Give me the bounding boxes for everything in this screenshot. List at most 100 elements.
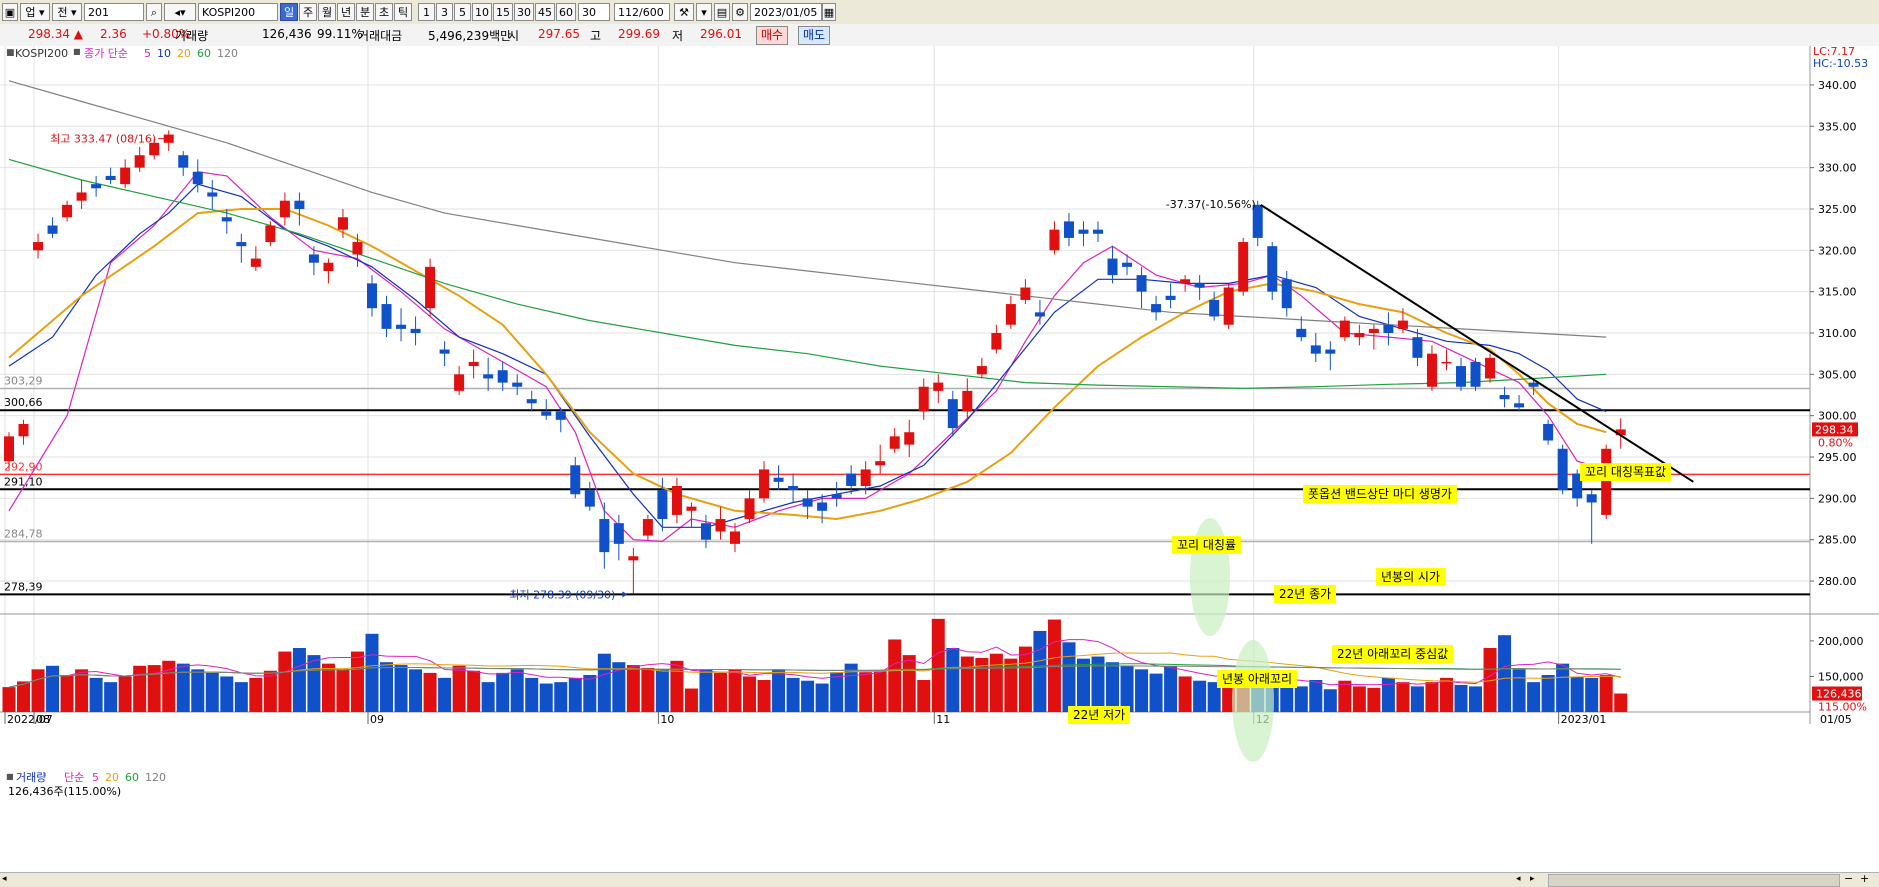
volume-bar — [670, 660, 684, 712]
volume-bar — [801, 680, 815, 712]
scroll-left-icon-2[interactable]: ◂ — [1516, 874, 1521, 884]
y-tick-label: 285.00 — [1818, 534, 1857, 547]
speaker-icon[interactable]: ◂▾ — [164, 3, 196, 21]
horizontal-scrollbar[interactable]: ◂ ◂ ▸ − + — [0, 872, 1879, 887]
interval-input[interactable]: 30 — [578, 3, 610, 21]
volume-bar — [510, 669, 524, 712]
level-label: 300,66 — [4, 396, 43, 409]
calendar-icon[interactable]: ▦ — [822, 3, 836, 21]
candle-body — [91, 184, 102, 189]
candle-body — [628, 556, 639, 561]
candle-body — [1238, 242, 1249, 292]
candle-body — [584, 490, 595, 507]
price-tag-pct: 0.80% — [1818, 436, 1853, 449]
index-name-field[interactable]: KOSPI200 — [198, 3, 278, 21]
volume-bar — [1381, 677, 1395, 712]
volume-bar — [321, 663, 335, 712]
tools-icon[interactable]: ⚒ — [674, 3, 694, 21]
price-chart[interactable]: 303,29 300,66 292,90 291,10 284,78 278,39 280… — [0, 46, 1879, 872]
date-input[interactable]: 2023/01/05 — [750, 3, 822, 21]
minute-3-button[interactable]: 3 — [436, 3, 453, 21]
candle-body — [1136, 275, 1147, 292]
candle-body — [352, 242, 363, 255]
candle-body — [671, 485, 682, 515]
window-menu-icon[interactable]: ▣ — [2, 3, 18, 21]
volume-bar — [641, 667, 655, 712]
arrow-down-icon[interactable]: ▾ — [696, 3, 712, 21]
count-value: 112/600 — [618, 6, 664, 19]
volume-bar — [1410, 686, 1424, 712]
chart-annotation: 꼬리 대칭목표값 — [1580, 463, 1672, 481]
period-tick-label: 틱 — [397, 6, 409, 19]
candle-body — [700, 523, 711, 540]
high-note: 최고 333.47 (08/16) — [50, 133, 156, 146]
amount-label: 거래대금 — [358, 29, 403, 43]
x-tick-label: 09 — [370, 713, 384, 726]
candle-body — [18, 423, 29, 437]
candle-body — [323, 262, 334, 271]
zoom-in-icon[interactable]: + — [1860, 872, 1870, 885]
volume-bar — [133, 665, 147, 712]
volume-bar — [1033, 630, 1047, 712]
volume-bar — [655, 669, 669, 712]
scroll-right-icon[interactable]: ▸ — [1530, 874, 1535, 884]
y-tick-label: 340.00 — [1818, 79, 1857, 92]
candle-body — [207, 192, 218, 197]
market-scope-select[interactable]: 전 ▾ — [52, 3, 82, 21]
minute-15-button[interactable]: 15 — [493, 3, 513, 21]
market-type-label: 업 — [25, 6, 36, 19]
gear-icon[interactable]: ⚙ — [732, 3, 748, 21]
candle-body — [120, 167, 131, 185]
scroll-left-icon[interactable]: ◂ — [2, 874, 7, 884]
y-tick-label: 295.00 — [1818, 451, 1857, 464]
minute-60-button[interactable]: 60 — [556, 3, 576, 21]
period-second-tab[interactable]: 초 — [375, 3, 393, 21]
code-input[interactable]: 201 — [84, 3, 144, 21]
volume-bar — [1352, 686, 1366, 712]
candle-body — [425, 266, 436, 309]
legend-ma20: 20 — [177, 47, 191, 60]
count-field[interactable]: 112/600 — [614, 3, 670, 21]
period-week-tab[interactable]: 주 — [299, 3, 317, 21]
y-tick-label: 290.00 — [1818, 492, 1857, 505]
minute-5-button[interactable]: 5 — [454, 3, 471, 21]
period-day-tab[interactable]: 일 — [280, 3, 298, 21]
search-icon[interactable]: ⌕ — [146, 3, 162, 21]
market-type-select[interactable]: 업 ▾ — [20, 3, 50, 21]
candle-body — [1165, 295, 1176, 300]
volume-bar — [1018, 646, 1032, 712]
vol-legend-ma-prefix: 단순 — [64, 771, 84, 784]
volume-bar — [960, 656, 974, 712]
quote-bar: 298.34 ▲ 2.36 +0.80% 거래량 126,436 99.11% … — [0, 24, 1879, 47]
period-minute-tab[interactable]: 분 — [356, 3, 374, 21]
minute-1-button[interactable]: 1 — [418, 3, 435, 21]
volume-bar — [481, 682, 495, 712]
minute-45-button[interactable]: 45 — [535, 3, 555, 21]
sell-button[interactable]: 매도 — [798, 26, 831, 45]
volume-bar — [1164, 666, 1178, 712]
save-icon[interactable]: ▤ — [714, 3, 730, 21]
volume-bar — [263, 670, 277, 712]
zoom-out-icon[interactable]: − — [1844, 872, 1854, 885]
y-tick-label: 310.00 — [1818, 327, 1857, 340]
buy-button[interactable]: 매수 — [756, 26, 789, 45]
period-year-tab[interactable]: 년 — [337, 3, 355, 21]
volume-bar — [1294, 686, 1308, 712]
candle-body — [1049, 229, 1060, 251]
ma5-line — [8, 171, 1607, 543]
candle-body — [1557, 448, 1568, 491]
volume-bar — [1599, 675, 1613, 712]
low-note: 최저 278.39 (09/30) — [509, 588, 615, 601]
minute-1-label: 1 — [423, 6, 430, 19]
volume-bar — [452, 665, 466, 712]
candle-body — [730, 531, 740, 544]
minute-10-button[interactable]: 10 — [472, 3, 492, 21]
scroll-thumb[interactable] — [1548, 874, 1840, 887]
candle-body — [1020, 287, 1031, 300]
minute-30-button[interactable]: 30 — [514, 3, 534, 21]
period-tick-tab[interactable]: 틱 — [394, 3, 412, 21]
chart-annotation: 폿옵션 밴드상단 마디 생명가 — [1303, 485, 1457, 503]
volume-bar — [191, 669, 205, 712]
period-month-tab[interactable]: 월 — [318, 3, 336, 21]
volume-bar — [1178, 676, 1192, 712]
